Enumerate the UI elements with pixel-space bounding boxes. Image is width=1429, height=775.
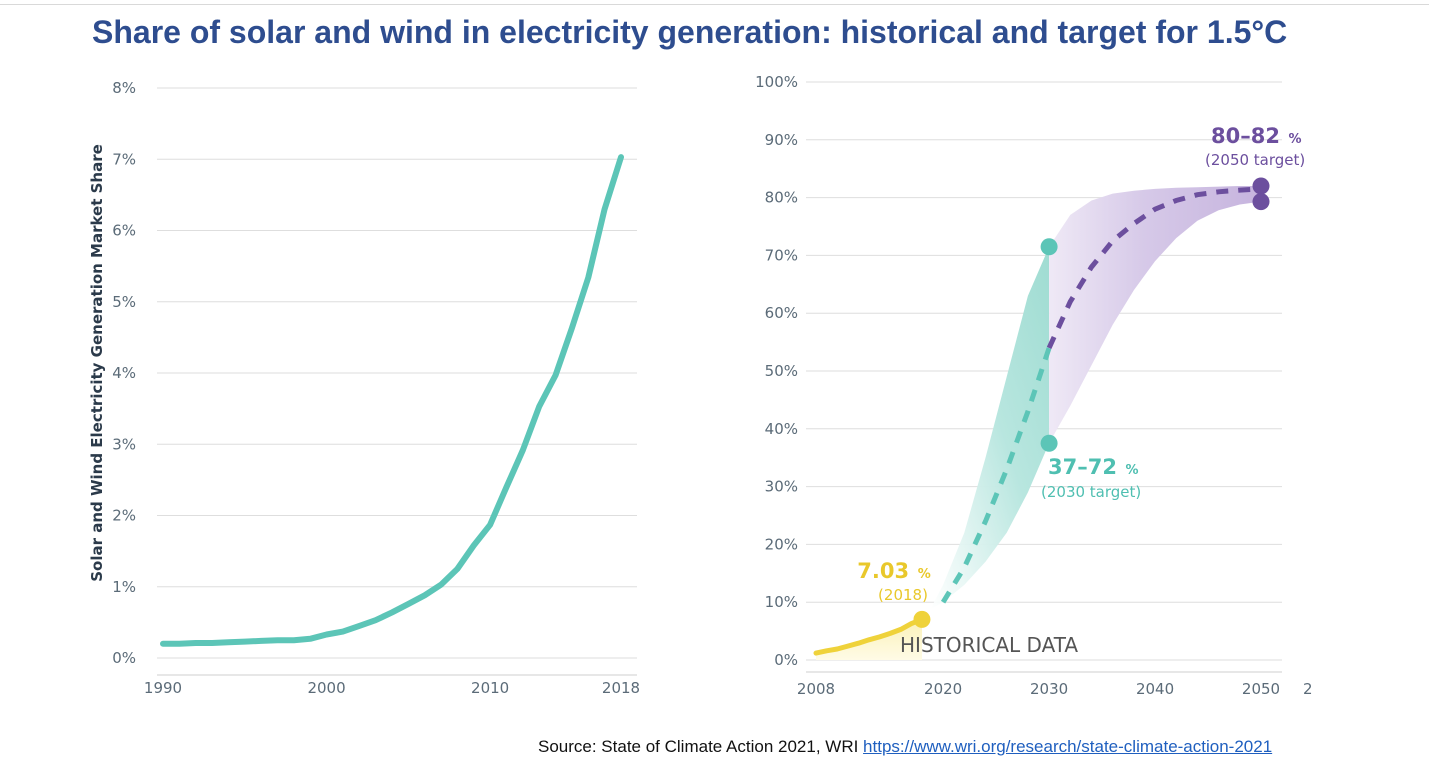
unit-2030: % xyxy=(1126,463,1139,478)
point-2050-high xyxy=(1252,177,1270,195)
left-y-tick-label: 3% xyxy=(112,435,136,453)
right-target-chart: 0%10%20%30%40%50%60%70%80%90%100% 2008 20… xyxy=(755,73,1313,698)
right-x-tick-label: 2020 xyxy=(924,680,962,698)
left-chart-gridlines xyxy=(157,87,637,676)
left-y-tick-label: 1% xyxy=(112,578,136,596)
unit-2050: % xyxy=(1289,132,1302,147)
value-2018: 7.03 xyxy=(857,559,909,583)
left-chart-x-ticks: 1990 2000 2010 2018 xyxy=(144,679,640,697)
page-title: Share of solar and wind in electricity g… xyxy=(92,14,1288,50)
right-x-tick-label: 2030 xyxy=(1030,680,1068,698)
note-2030: (2030 target) xyxy=(1041,483,1141,501)
source-note: Source: State of Climate Action 2021, WR… xyxy=(538,737,1272,757)
right-y-tick-label: 90% xyxy=(765,131,798,149)
left-x-tick-label: 2010 xyxy=(471,679,509,697)
right-y-tick-label: 40% xyxy=(765,420,798,438)
left-line-chart: 0% 1% 2% 3% 4% 5% 6% 7% 8% 1990 2000 2010 2018 Sola… xyxy=(88,79,640,697)
target-points xyxy=(913,177,1270,628)
source-text: Source: State of Climate Action 2021, WR… xyxy=(538,737,864,756)
right-y-tick-label: 30% xyxy=(765,478,798,496)
right-chart-truncated-x-tick: 2 xyxy=(1303,680,1313,698)
left-y-tick-label: 6% xyxy=(112,222,136,240)
right-x-tick-label: 2040 xyxy=(1136,680,1174,698)
value-2030: 37–72 xyxy=(1048,455,1117,479)
top-border xyxy=(0,4,1429,5)
right-x-tick-label: 2050 xyxy=(1242,680,1280,698)
left-y-tick-label: 4% xyxy=(112,364,136,382)
historical-data-label: HISTORICAL DATA xyxy=(900,633,1078,657)
value-2050: 80–82 xyxy=(1211,124,1280,148)
left-chart-y-axis-label: Solar and Wind Electricity Generation Ma… xyxy=(88,144,106,582)
left-y-tick-label: 8% xyxy=(112,79,136,97)
left-y-tick-label: 2% xyxy=(112,507,136,525)
point-2050-low xyxy=(1252,193,1270,211)
note-2050: (2050 target) xyxy=(1205,151,1305,169)
point-2018 xyxy=(913,610,931,628)
left-x-tick-label: 1990 xyxy=(144,679,182,697)
historical-line xyxy=(813,616,925,656)
left-x-tick-label: 2000 xyxy=(307,679,345,697)
unit-2018: % xyxy=(918,567,931,582)
source-link[interactable]: https://www.wri.org/research/state-clima… xyxy=(863,737,1273,756)
band-2050-target xyxy=(1049,186,1261,444)
left-chart-y-ticks: 0% 1% 2% 3% 4% 5% 6% 7% 8% xyxy=(112,79,136,667)
value-label-2018: 7.03 % xyxy=(857,559,930,583)
right-chart-x-ticks: 2008 2020 2030 2040 2050 xyxy=(797,680,1280,698)
right-y-tick-label: 10% xyxy=(765,593,798,611)
left-chart-series-line xyxy=(160,154,624,647)
right-y-tick-label: 80% xyxy=(765,189,798,207)
right-y-tick-label: 100% xyxy=(755,73,798,91)
right-y-tick-label: 0% xyxy=(774,651,798,669)
right-chart-y-ticks: 0% 10% 20% 30% 40% 50% 60% 70% 80% 90% 100% xyxy=(755,73,798,669)
right-y-tick-label: 50% xyxy=(765,362,798,380)
point-2030-high xyxy=(1040,238,1058,256)
left-y-tick-label: 0% xyxy=(112,649,136,667)
value-label-2050: 80–82 % xyxy=(1211,124,1302,148)
right-y-tick-label: 70% xyxy=(765,246,798,264)
right-x-tick-label: 2008 xyxy=(797,680,835,698)
left-y-tick-label: 5% xyxy=(112,293,136,311)
left-x-tick-label: 2018 xyxy=(602,679,640,697)
point-2030-low xyxy=(1040,434,1058,452)
band-2030-target xyxy=(930,246,1050,610)
right-y-tick-label: 20% xyxy=(765,535,798,553)
note-2018: (2018) xyxy=(878,586,928,604)
value-label-2030: 37–72 % xyxy=(1048,455,1139,479)
left-y-tick-label: 7% xyxy=(112,150,136,168)
pathway-dashed-line-2050 xyxy=(1046,186,1262,349)
pathway-dashed-line-2030 xyxy=(940,347,1052,604)
right-y-tick-label: 60% xyxy=(765,304,798,322)
